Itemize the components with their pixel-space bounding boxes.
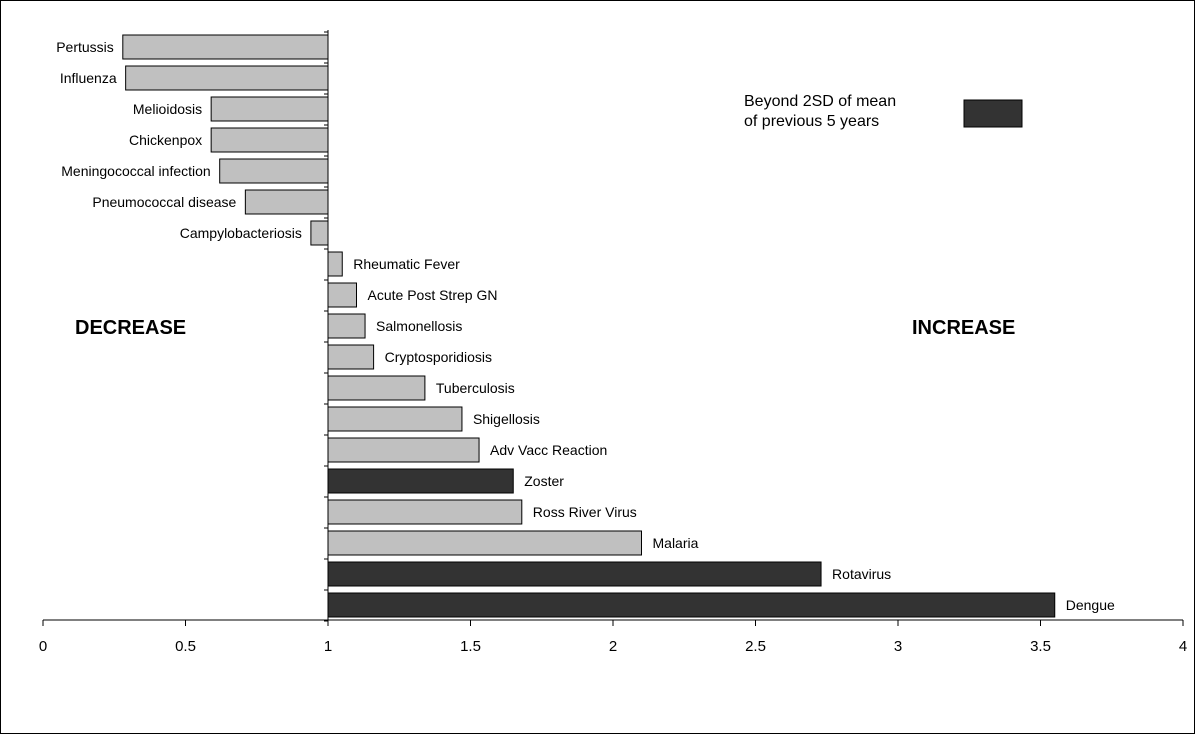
bar-rotavirus [327, 561, 822, 587]
bar-malaria [327, 530, 642, 556]
x-tick-label: 3 [894, 638, 902, 655]
bar-acute-post-strep-gn [327, 282, 357, 308]
bar-tuberculosis [327, 375, 426, 401]
x-tick-label: 4 [1179, 638, 1187, 655]
bar-label: Dengue [1066, 597, 1115, 613]
bar-rheumatic-fever [327, 251, 343, 277]
bar-label: Chickenpox [129, 132, 202, 148]
bar-dengue [327, 592, 1056, 618]
bar-shigellosis [327, 406, 463, 432]
bar-label: Malaria [653, 535, 699, 551]
bar-campylobacteriosis [310, 220, 329, 246]
bar-label: Meningococcal infection [61, 163, 210, 179]
x-tick-label: 1 [324, 638, 332, 655]
bar-label: Salmonellosis [376, 318, 462, 334]
bar-meningococcal-infection [219, 158, 329, 184]
bar-zoster [327, 468, 514, 494]
x-tick-label: 3.5 [1030, 638, 1051, 655]
legend-swatch [963, 99, 1023, 128]
bar-label: Pertussis [56, 39, 114, 55]
bar-label: Rheumatic Fever [353, 256, 460, 272]
legend: Beyond 2SD of mean of previous 5 years [744, 93, 1023, 130]
x-tick-label: 0.5 [175, 638, 196, 655]
bar-label: Adv Vacc Reaction [490, 442, 607, 458]
bar-label: Pneumococcal disease [92, 194, 236, 210]
bar-label: Melioidosis [133, 101, 202, 117]
bar-label: Tuberculosis [436, 380, 515, 396]
bars-group [122, 34, 1056, 618]
bar-cryptosporidiosis [327, 344, 375, 370]
bar-adv-vacc-reaction [327, 437, 480, 463]
increase-annotation: INCREASE [912, 317, 1015, 339]
legend-label-line2: of previous 5 years [744, 113, 879, 130]
bar-labels-group: Pertussis Influenza Melioidosis Chickenpox M… [56, 39, 1115, 613]
bar-label: Rotavirus [832, 566, 891, 582]
bar-label: Cryptosporidiosis [385, 349, 492, 365]
bar-label: Acute Post Strep GN [368, 287, 498, 303]
bar-label: Zoster [524, 473, 564, 489]
bar-chickenpox [210, 127, 329, 153]
bar-pertussis [122, 34, 329, 60]
legend-label-line1: Beyond 2SD of mean [744, 93, 896, 110]
decrease-annotation: DECREASE [75, 317, 186, 339]
bar-label: Campylobacteriosis [180, 225, 302, 241]
bar-ross-river-virus [327, 499, 523, 525]
bar-pneumococcal-disease [244, 189, 329, 215]
axes-group: 0 0.5 1 1.5 2 2.5 3 3.5 4 [39, 30, 1187, 655]
x-tick-label: 1.5 [460, 638, 481, 655]
bar-influenza [125, 65, 329, 91]
bar-label: Influenza [60, 70, 117, 86]
x-tick-label: 0 [39, 638, 47, 655]
bar-label: Shigellosis [473, 411, 540, 427]
x-tick-label: 2 [609, 638, 617, 655]
x-tick-label: 2.5 [745, 638, 766, 655]
bar-melioidosis [210, 96, 329, 122]
bar-label: Ross River Virus [533, 504, 637, 520]
bar-salmonellosis [327, 313, 366, 339]
